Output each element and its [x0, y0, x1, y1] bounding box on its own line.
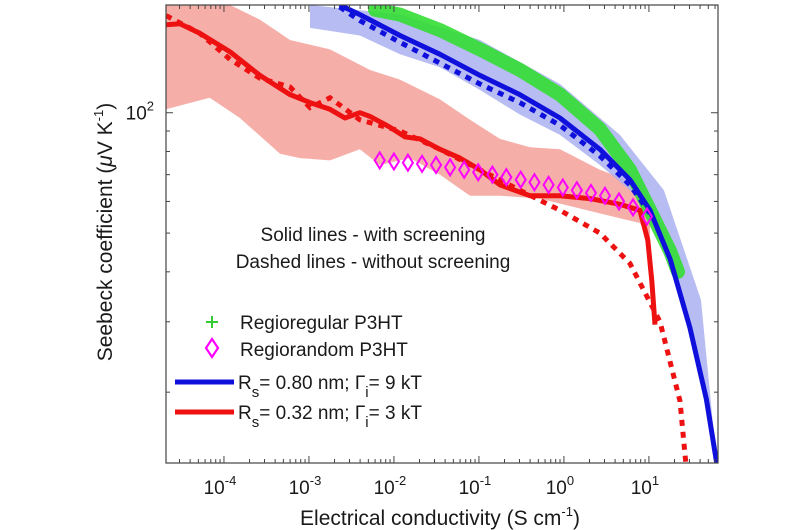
x-tick-label: 10-3 — [289, 473, 322, 499]
legend-diamond-icon — [204, 337, 220, 359]
diamond-marker — [387, 151, 401, 172]
legend: Regioregular P3HT Regiorandom P3HT Rs= 0… — [175, 313, 422, 431]
tick-base: 10 — [374, 478, 395, 499]
tick-exponent: -4 — [225, 473, 237, 488]
tick-base: 10 — [289, 478, 310, 499]
diamond-marker — [500, 167, 513, 188]
diamond-marker — [612, 191, 626, 212]
axis-ticks — [166, 5, 718, 463]
diamond-marker — [472, 162, 485, 183]
tick-base: 10 — [204, 478, 225, 499]
y-tick-label: 102 — [126, 99, 154, 125]
diamond-marker — [415, 153, 429, 174]
diamond-marker — [429, 155, 443, 175]
x-axis-label: Electrical conductivity (S cm-1) — [300, 504, 580, 530]
diamond-marker — [640, 206, 654, 227]
series-rs-0-32-nm-dashed — [166, 13, 689, 463]
plot-area — [166, 5, 718, 463]
tick-exponent: 2 — [147, 99, 154, 114]
diamond-marker — [443, 157, 457, 178]
legend-label-regiorandom: Regiorandom P3HT — [240, 340, 408, 361]
y-tick-labels: 102 — [126, 99, 154, 125]
band-blue-band-rs-0-80-nm- — [310, 5, 717, 463]
diamond-marker — [598, 185, 612, 206]
annotation-solid-lines: Solid lines - with screening — [261, 225, 486, 246]
diamond-marker — [570, 180, 584, 201]
tick-exponent: -3 — [310, 473, 322, 488]
tick-base: 10 — [126, 104, 147, 125]
y-axis-label: Seebeck coefficient (μV K-1) — [91, 103, 117, 362]
diamond-marker — [373, 150, 386, 171]
annotation-dashed-lines: Dashed lines - without screening — [236, 252, 511, 273]
diamond-marker — [556, 177, 569, 198]
diamond-marker — [542, 174, 555, 195]
tick-exponent: 1 — [652, 473, 659, 488]
diamond-marker — [514, 169, 527, 190]
diamond-marker — [626, 197, 640, 218]
legend-label-regioregular: Regioregular P3HT — [240, 313, 403, 334]
diamond-marker — [486, 164, 499, 185]
tick-exponent: 0 — [567, 473, 574, 488]
tick-base: 10 — [459, 478, 480, 499]
tick-exponent: -1 — [480, 473, 492, 488]
series-rs-0-80-nm-solid — [338, 5, 718, 463]
series-rs-0-80-nm-dashed — [338, 5, 653, 215]
legend-plus-icon — [206, 316, 218, 328]
diamond-marker — [457, 159, 471, 180]
x-tick-label: 10-4 — [204, 473, 237, 499]
diamond-marker — [528, 172, 541, 193]
x-tick-label: 101 — [631, 473, 659, 499]
x-tick-labels: 10-4 10-3 10-2 10-1 100 101 — [204, 473, 659, 499]
legend-label-rs080: Rs= 0.80 nm; Γi= 9 kT — [238, 373, 422, 401]
x-tick-label: 10-1 — [459, 473, 492, 499]
diamond-marker — [584, 183, 598, 203]
x-tick-label: 10-2 — [374, 473, 407, 499]
series-group — [166, 5, 718, 463]
tick-base: 10 — [546, 478, 567, 499]
tick-exponent: -2 — [395, 473, 407, 488]
diamond-marker — [401, 152, 415, 173]
axes-box — [165, 4, 719, 464]
x-tick-label: 100 — [546, 473, 574, 499]
tick-base: 10 — [631, 478, 652, 499]
legend-label-rs032: Rs= 0.32 nm; Γi= 3 kT — [238, 403, 422, 431]
